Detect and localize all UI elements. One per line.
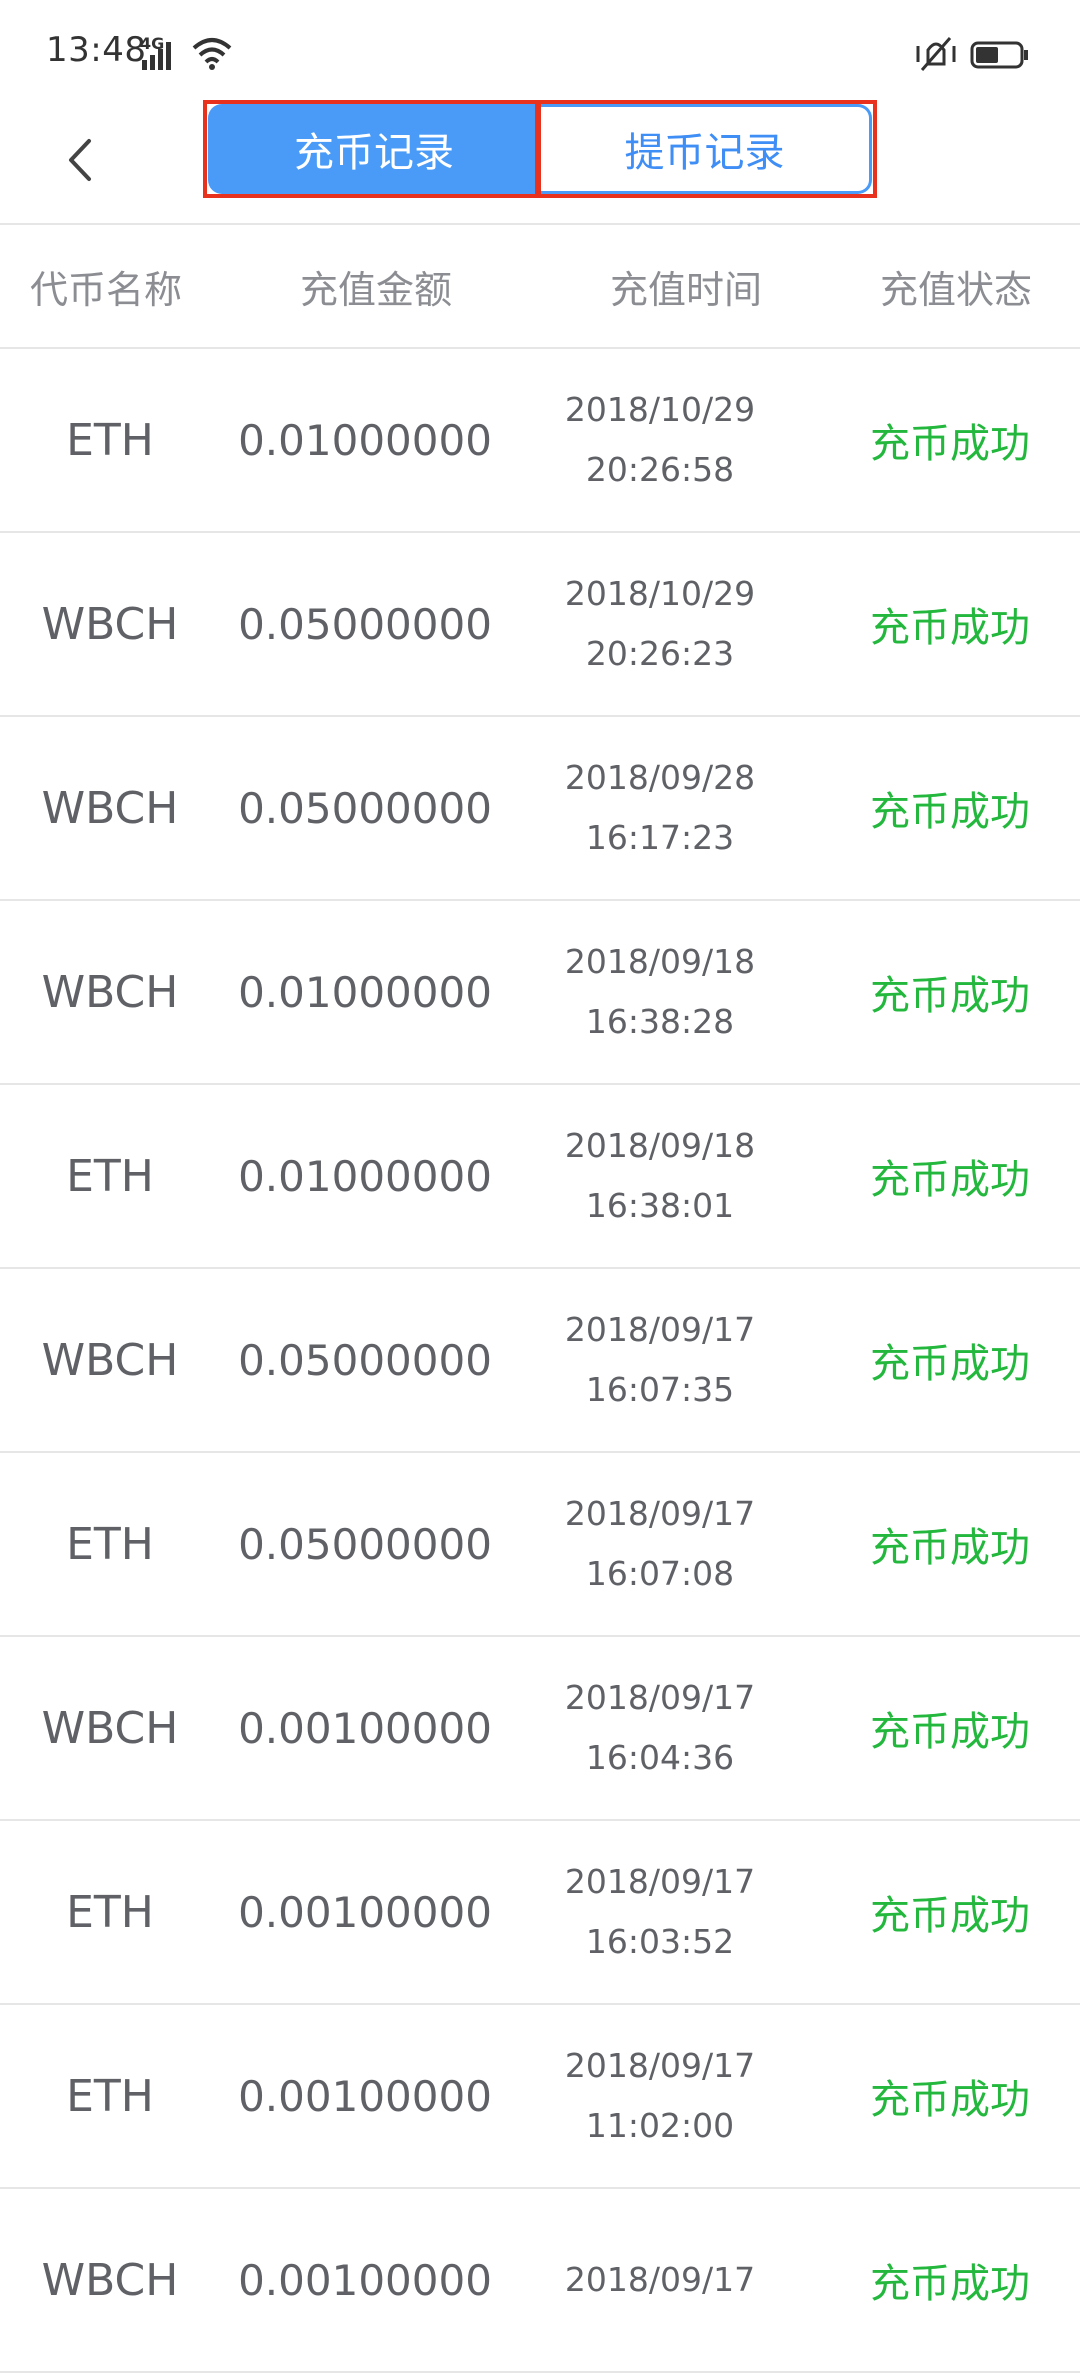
- status-text: 充币成功: [870, 605, 1030, 651]
- token-name: WBCH: [41, 1702, 179, 1754]
- status-text: 充币成功: [870, 789, 1030, 835]
- column-status: 充值状态: [880, 267, 1033, 312]
- date: 2018/09/17: [564, 1862, 756, 1901]
- signal-icon: [142, 42, 171, 70]
- amount: 0.01000000: [238, 1151, 492, 1201]
- date: 2018/09/17: [564, 2046, 756, 2085]
- token-name: ETH: [66, 1886, 154, 1938]
- date: 2018/10/29: [564, 574, 756, 613]
- amount: 0.05000000: [238, 1519, 492, 1569]
- amount: 0.01000000: [238, 415, 492, 465]
- record-tabs: 充币记录 提币记录: [208, 104, 872, 194]
- token-name: WBCH: [41, 966, 179, 1018]
- tab-label: 提币记录: [624, 130, 785, 176]
- date: 2018/09/28: [564, 758, 756, 797]
- status-text: 充币成功: [870, 1525, 1030, 1571]
- network-type: 4G: [140, 34, 165, 53]
- table-row[interactable]: WBCH 0.05000000 2018/09/28 16:17:23 充币成功: [0, 717, 1080, 901]
- timestamp: 2018/09/17: [540, 2189, 780, 2371]
- tab-deposit-records[interactable]: 充币记录: [208, 104, 540, 194]
- status-text: 充币成功: [870, 1893, 1030, 1939]
- time: 20:26:58: [585, 450, 735, 489]
- status-text: 充币成功: [870, 421, 1030, 467]
- status-text: 充币成功: [870, 1341, 1030, 1387]
- column-amount: 充值金额: [300, 267, 453, 312]
- amount: 0.00100000: [238, 1887, 492, 1937]
- timestamp: 2018/10/29 20:26:23: [540, 533, 780, 715]
- table-row[interactable]: ETH 0.00100000 2018/09/17 16:03:52 充币成功: [0, 1821, 1080, 2005]
- time: 16:04:36: [585, 1738, 735, 1777]
- vibrate-mute-icon: [916, 37, 956, 71]
- wifi-icon: [192, 38, 232, 70]
- table-row[interactable]: ETH 0.01000000 2018/09/18 16:38:01 充币成功: [0, 1085, 1080, 1269]
- status-text: 充币成功: [870, 973, 1030, 1019]
- time: 16:38:01: [585, 1186, 735, 1225]
- timestamp: 2018/09/17 16:07:35: [540, 1269, 780, 1451]
- table-row[interactable]: ETH 0.01000000 2018/10/29 20:26:58 充币成功: [0, 349, 1080, 533]
- token-name: WBCH: [41, 598, 179, 650]
- header: 充币记录 提币记录: [0, 100, 1080, 225]
- time: 11:02:00: [585, 2106, 735, 2145]
- token-name: ETH: [66, 1150, 154, 1202]
- token-name: WBCH: [41, 1334, 179, 1386]
- date: 2018/09/18: [564, 942, 756, 981]
- table-row[interactable]: ETH 0.00100000 2018/09/17 11:02:00 充币成功: [0, 2005, 1080, 2189]
- time: 20:26:23: [585, 634, 735, 673]
- amount: 0.01000000: [238, 967, 492, 1017]
- time: 16:17:23: [585, 818, 735, 857]
- status-text: 充币成功: [870, 2077, 1030, 2123]
- table-row[interactable]: WBCH 0.01000000 2018/09/18 16:38:28 充币成功: [0, 901, 1080, 1085]
- token-name: ETH: [66, 2070, 154, 2122]
- timestamp: 2018/09/17 16:03:52: [540, 1821, 780, 2003]
- amount: 0.00100000: [238, 2255, 492, 2305]
- amount: 0.05000000: [238, 599, 492, 649]
- date: 2018/09/17: [564, 2260, 756, 2299]
- timestamp: 2018/09/17 16:07:08: [540, 1453, 780, 1635]
- column-token-name: 代币名称: [30, 267, 183, 312]
- status-text: 充币成功: [870, 1157, 1030, 1203]
- status-text: 充币成功: [870, 1709, 1030, 1755]
- token-name: WBCH: [41, 2254, 179, 2306]
- date: 2018/09/17: [564, 1678, 756, 1717]
- chevron-left-icon: [69, 139, 91, 181]
- table-row[interactable]: WBCH 0.05000000 2018/09/17 16:07:35 充币成功: [0, 1269, 1080, 1453]
- status-time: 13:48: [46, 30, 147, 70]
- records-list: ETH 0.01000000 2018/10/29 20:26:58 充币成功 W…: [0, 349, 1080, 2373]
- amount: 0.05000000: [238, 1335, 492, 1385]
- timestamp: 2018/09/18 16:38:28: [540, 901, 780, 1083]
- table-row[interactable]: ETH 0.05000000 2018/09/17 16:07:08 充币成功: [0, 1453, 1080, 1637]
- amount: 0.00100000: [238, 2071, 492, 2121]
- table-row[interactable]: WBCH 0.00100000 2018/09/17 16:04:36 充币成功: [0, 1637, 1080, 1821]
- amount: 0.00100000: [238, 1703, 492, 1753]
- date: 2018/09/17: [564, 1310, 756, 1349]
- time: 16:07:35: [585, 1370, 735, 1409]
- status-text: 充币成功: [870, 2261, 1030, 2307]
- table-row[interactable]: WBCH 0.00100000 2018/09/17 充币成功: [0, 2189, 1080, 2373]
- token-name: ETH: [66, 414, 154, 466]
- battery-icon: [970, 41, 1028, 69]
- timestamp: 2018/10/29 20:26:58: [540, 349, 780, 531]
- back-button[interactable]: [50, 120, 110, 200]
- status-bar: 13:48 4G: [0, 0, 1080, 100]
- timestamp: 2018/09/17 11:02:00: [540, 2005, 780, 2187]
- table-header: 代币名称 充值金额 充值时间 充值状态: [0, 225, 1080, 349]
- highlight-box-withdraw-tab: [537, 100, 877, 198]
- amount: 0.05000000: [238, 783, 492, 833]
- column-time: 充值时间: [610, 267, 763, 312]
- date: 2018/09/17: [564, 1494, 756, 1533]
- timestamp: 2018/09/28 16:17:23: [540, 717, 780, 899]
- timestamp: 2018/09/18 16:38:01: [540, 1085, 780, 1267]
- date: 2018/10/29: [564, 390, 756, 429]
- table-row[interactable]: WBCH 0.05000000 2018/10/29 20:26:23 充币成功: [0, 533, 1080, 717]
- highlight-box-deposit-tab: [203, 100, 539, 198]
- tab-withdraw-records[interactable]: 提币记录: [540, 104, 872, 194]
- time: 16:03:52: [585, 1922, 735, 1961]
- timestamp: 2018/09/17 16:04:36: [540, 1637, 780, 1819]
- token-name: ETH: [66, 1518, 154, 1570]
- time: 16:38:28: [585, 1002, 735, 1041]
- time: 16:07:08: [585, 1554, 735, 1593]
- tab-label: 充币记录: [294, 130, 454, 176]
- token-name: WBCH: [41, 782, 179, 834]
- date: 2018/09/18: [564, 1126, 756, 1165]
